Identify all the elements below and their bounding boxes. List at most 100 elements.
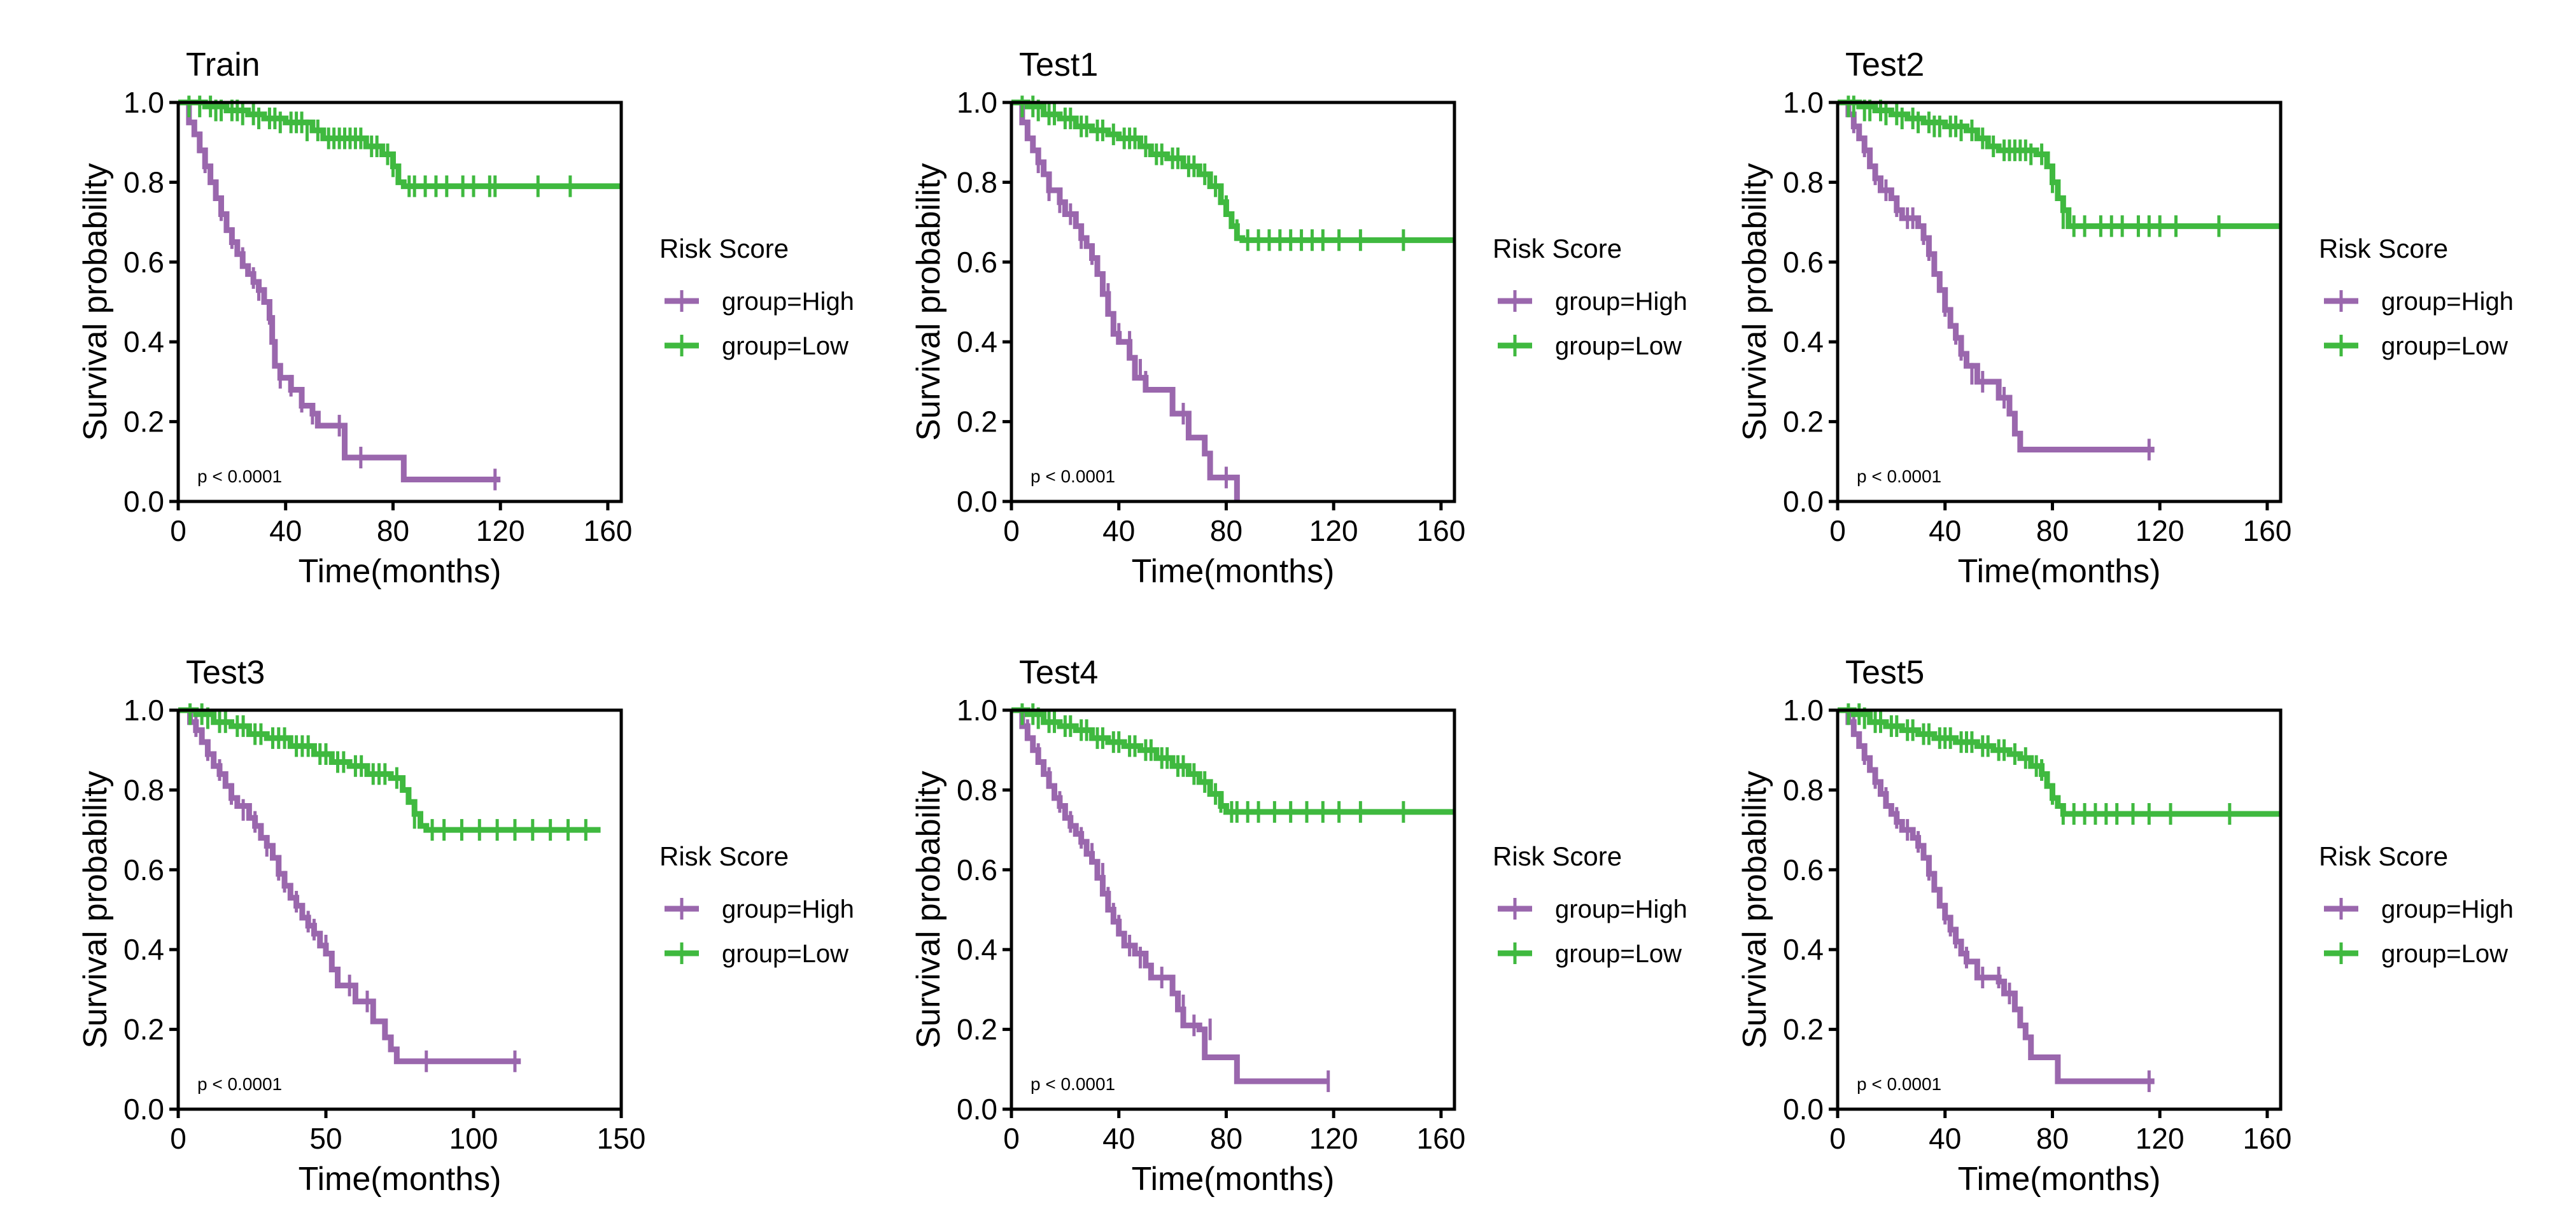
x-tick-label: 160 [1417, 1122, 1466, 1155]
plot-frame [176, 708, 623, 1111]
plot-frame [176, 101, 623, 503]
legend-title: Risk Score [659, 234, 789, 263]
x-tick-label: 0 [1829, 1122, 1846, 1155]
km-panel-test2: Test2 0.0 0.2 0.4 0.6 0.8 1.0 0 40 80 120 160 Time(m… [1736, 46, 2514, 590]
x-tick-label: 120 [2136, 514, 2185, 547]
y-axis-label: Survival probability [910, 163, 947, 440]
y-tick-label: 0.2 [1783, 1013, 1824, 1046]
x-tick-label: 160 [2243, 1122, 2292, 1155]
legend-label: group=High [2381, 288, 2514, 316]
p-value-label: p < 0.0001 [1031, 466, 1115, 486]
panel-title: Test4 [1019, 654, 1098, 691]
legend-label: group=Low [722, 332, 848, 360]
p-value-label: p < 0.0001 [197, 466, 282, 486]
x-tick-label: 120 [2136, 1122, 2185, 1155]
panel-title: Test3 [186, 654, 265, 691]
legend-label: group=High [1555, 895, 1687, 923]
y-axis-label: Survival probability [77, 163, 114, 440]
km-panel-train: Train 0.0 0.2 0.4 0.6 0.8 1.0 0 40 80 120 160 Time(m… [77, 46, 854, 590]
y-tick-label: 1.0 [957, 694, 997, 727]
y-axis-label: Survival probability [1736, 163, 1773, 440]
p-value-label: p < 0.0001 [1857, 1074, 1941, 1094]
y-axis-label: Survival probability [77, 771, 114, 1048]
y-tick-label: 0.2 [123, 405, 164, 438]
x-axis-label: Time(months) [299, 1161, 502, 1198]
x-tick-label: 0 [1003, 1122, 1020, 1155]
km-panel-test4: Test4 0.0 0.2 0.4 0.6 0.8 1.0 0 40 80 120 160 Time(m… [910, 654, 1687, 1198]
y-tick-label: 0.6 [1783, 246, 1824, 279]
x-tick-label: 40 [1929, 1122, 1961, 1155]
x-tick-label: 160 [584, 514, 633, 547]
y-tick-label: 0.0 [123, 485, 164, 518]
x-tick-label: 0 [1003, 514, 1020, 547]
y-tick-label: 1.0 [1783, 86, 1824, 119]
plot-frame [1010, 101, 1456, 503]
km-panel-test3: Test3 0.0 0.2 0.4 0.6 0.8 1.0 0 50 100 150 Time(mon… [77, 654, 854, 1198]
y-tick-label: 0.6 [123, 853, 164, 886]
y-tick-label: 0.4 [957, 325, 997, 358]
panel-title: Test1 [1019, 46, 1098, 83]
legend-label: group=Low [1555, 332, 1682, 360]
y-tick-label: 0.8 [1783, 773, 1824, 806]
km-curve-low [178, 99, 621, 190]
y-tick-label: 0.8 [957, 773, 997, 806]
x-tick-label: 120 [1309, 514, 1358, 547]
y-tick-label: 0.2 [957, 405, 997, 438]
legend-title: Risk Score [2319, 234, 2448, 263]
legend-title: Risk Score [659, 841, 789, 871]
legend-title: Risk Score [2319, 841, 2448, 871]
y-tick-label: 0.4 [123, 933, 164, 966]
x-tick-label: 120 [476, 514, 525, 547]
km-curve-high [1838, 99, 2155, 452]
y-tick-label: 1.0 [1783, 694, 1824, 727]
x-axis-label: Time(months) [1958, 553, 2161, 590]
p-value-label: p < 0.0001 [1857, 466, 1941, 486]
km-panel-test1: Test1 0.0 0.2 0.4 0.6 0.8 1.0 0 40 80 120 160 Time(m… [910, 46, 1687, 590]
y-tick-label: 1.0 [123, 86, 164, 119]
km-curve-low [178, 707, 601, 833]
km-curve-low [1838, 707, 2281, 817]
x-tick-label: 0 [170, 1122, 187, 1155]
x-tick-label: 120 [1309, 1122, 1358, 1155]
plot-frame [1010, 708, 1456, 1111]
y-tick-label: 0.6 [123, 246, 164, 279]
y-tick-label: 1.0 [957, 86, 997, 119]
plot-frame [1836, 101, 2283, 503]
y-tick-label: 0.0 [957, 1093, 997, 1126]
y-tick-label: 0.0 [957, 485, 997, 518]
x-tick-label: 80 [1210, 514, 1242, 547]
x-tick-label: 40 [1929, 514, 1961, 547]
km-curve-high [178, 707, 521, 1065]
y-tick-label: 0.8 [123, 773, 164, 806]
legend-label: group=High [722, 895, 854, 923]
y-tick-label: 0.6 [957, 246, 997, 279]
y-axis-label: Survival probability [1736, 771, 1773, 1048]
y-tick-label: 0.0 [1783, 485, 1824, 518]
y-tick-label: 0.2 [957, 1013, 997, 1046]
y-tick-label: 0.6 [957, 853, 997, 886]
x-tick-label: 160 [2243, 514, 2292, 547]
y-tick-label: 0.8 [1783, 165, 1824, 199]
x-tick-label: 40 [1102, 514, 1135, 547]
y-tick-label: 0.2 [1783, 405, 1824, 438]
y-tick-label: 0.4 [1783, 325, 1824, 358]
legend-label: group=High [722, 288, 854, 316]
legend-label: group=Low [1555, 940, 1682, 968]
legend-label: group=High [1555, 288, 1687, 316]
panel-title: Test5 [1845, 654, 1924, 691]
y-tick-label: 0.4 [957, 933, 997, 966]
y-tick-label: 0.0 [1783, 1093, 1824, 1126]
km-curve-high [1011, 99, 1240, 501]
y-tick-label: 0.6 [1783, 853, 1824, 886]
plot-frame [1836, 708, 2283, 1111]
p-value-label: p < 0.0001 [197, 1074, 282, 1094]
y-tick-label: 0.2 [123, 1013, 164, 1046]
km-panel-test5: Test5 0.0 0.2 0.4 0.6 0.8 1.0 0 40 80 120 160 Time(m… [1736, 654, 2514, 1198]
x-axis-label: Time(months) [1132, 553, 1335, 590]
y-tick-label: 0.4 [123, 325, 164, 358]
y-tick-label: 0.8 [957, 165, 997, 199]
x-tick-label: 80 [2036, 1122, 2069, 1155]
x-tick-label: 150 [597, 1122, 646, 1155]
legend-label: group=Low [2381, 940, 2508, 968]
panel-title: Test2 [1845, 46, 1924, 83]
